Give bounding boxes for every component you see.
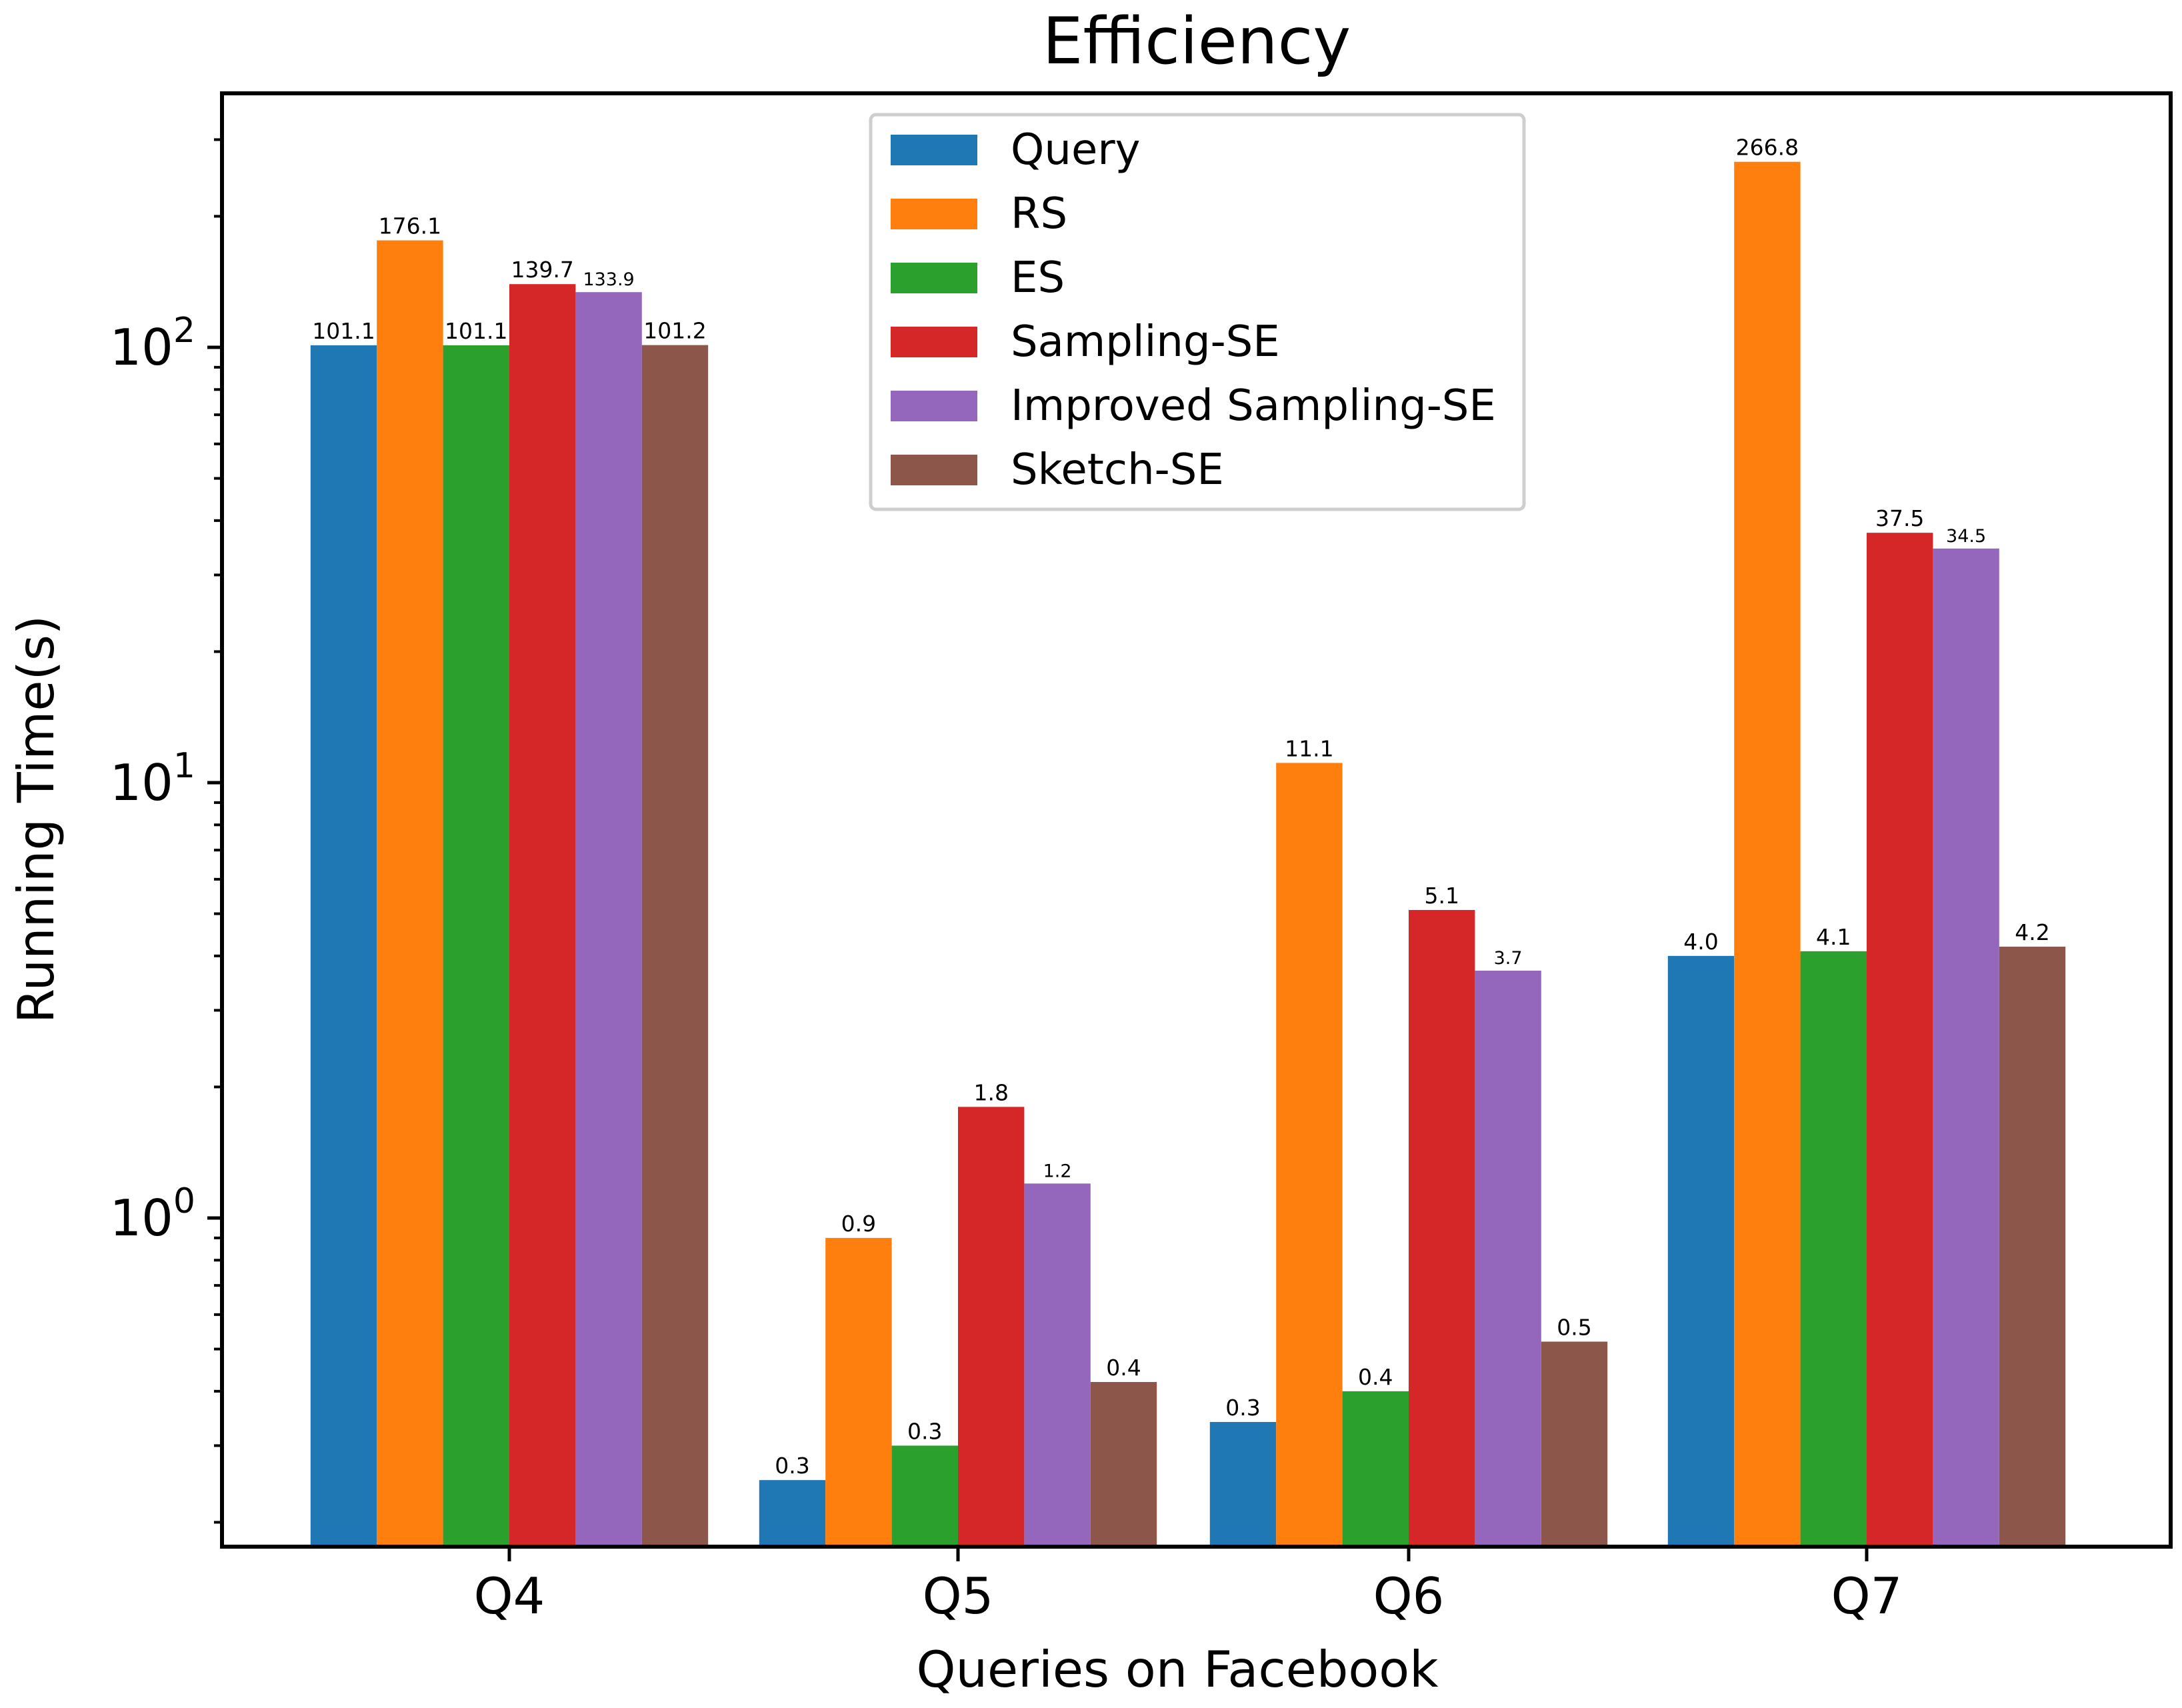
y-axis: 100 101 102: [109, 138, 222, 1524]
bar-value-label: 37.5: [1875, 505, 1924, 531]
bar-sampling-se-q5: [958, 1107, 1025, 1547]
x-tick-label: Q6: [1373, 1567, 1445, 1625]
legend-swatch: [891, 199, 977, 229]
bar-query-q5: [759, 1480, 826, 1547]
x-axis: Q4 Q5 Q6 Q7: [474, 1547, 1903, 1625]
bar-es-q4: [443, 345, 509, 1547]
bar-value-label: 4.2: [2015, 919, 2049, 945]
legend-entry: Query: [1011, 125, 1141, 175]
bar-value-label: 101.1: [445, 318, 507, 344]
bar-value-label: 139.7: [511, 257, 573, 283]
bar-sketch-se-q4: [641, 345, 709, 1547]
bar-value-label: 0.4: [1106, 1355, 1141, 1381]
legend-entry: Sketch-SE: [1011, 445, 1224, 495]
bar-rs-q6: [1276, 763, 1343, 1547]
legend-swatch: [891, 327, 977, 357]
bar-query-q4: [310, 345, 377, 1547]
legend-swatch: [891, 455, 977, 485]
bar-sampling-se-q6: [1409, 909, 1475, 1547]
bar-value-label: 5.1: [1424, 883, 1459, 909]
bar-sketch-se-q5: [1090, 1382, 1157, 1547]
bar-value-label: 101.1: [312, 318, 375, 344]
plot-frame: [220, 91, 2173, 1549]
bar-value-label: 34.5: [1946, 526, 1986, 547]
legend-entry: RS: [1011, 189, 1067, 239]
bar-rs-q4: [377, 240, 443, 1547]
x-tick-label: Q4: [474, 1567, 545, 1625]
bar-value-label: 133.9: [583, 269, 634, 290]
bar-value-label: 3.7: [1494, 948, 1523, 969]
x-tick-label: Q7: [1831, 1567, 1903, 1625]
bar-value-label: 266.8: [1736, 135, 1799, 161]
legend-box: [869, 113, 1526, 511]
bar-sampling-se-q4: [509, 284, 576, 1547]
x-axis-label: Queries on Facebook: [916, 1640, 1439, 1699]
y-tick-label: 100: [109, 1181, 195, 1247]
bar-es-q5: [891, 1445, 958, 1547]
legend-swatch: [891, 135, 977, 165]
legend: Query RS ES Sampling-SE Improved Sampling-SE…: [869, 113, 1526, 511]
bar-value-label: 0.3: [775, 1453, 809, 1479]
bar-value-label: 1.8: [973, 1079, 1008, 1105]
bar-rs-q7: [1734, 161, 1801, 1547]
bar-sampling-se-q7: [1867, 533, 1933, 1547]
bar-es-q7: [1800, 951, 1867, 1547]
bar-value-label: 0.4: [1358, 1364, 1393, 1390]
bars-group: [310, 161, 2066, 1547]
bar-es-q6: [1342, 1391, 1409, 1547]
bar-improved-sampling-se-q7: [1933, 548, 1999, 1547]
x-tick-label: Q5: [923, 1567, 994, 1625]
bar-value-label: 0.5: [1557, 1314, 1591, 1340]
legend-swatch: [891, 391, 977, 421]
legend-entry: Improved Sampling-SE: [1011, 381, 1496, 431]
legend-swatch: [891, 263, 977, 293]
bar-rs-q5: [825, 1237, 892, 1547]
bar-value-label: 11.1: [1285, 735, 1333, 761]
legend-entry: Sampling-SE: [1011, 317, 1280, 367]
bar-query-q6: [1209, 1421, 1277, 1547]
bar-value-label: 4.1: [1816, 924, 1851, 950]
bar-value-label: 1.2: [1043, 1161, 1072, 1181]
bar-sketch-se-q6: [1541, 1341, 1608, 1547]
bar-improved-sampling-se-q5: [1024, 1183, 1091, 1547]
bar-query-q7: [1667, 955, 1735, 1547]
bar-sketch-se-q7: [1999, 947, 2066, 1547]
bar-value-label: 4.0: [1683, 929, 1718, 955]
bar-value-label: 176.1: [379, 213, 441, 239]
bar-value-label: 101.2: [643, 318, 706, 344]
y-tick-label: 101: [109, 746, 195, 812]
legend-entry: ES: [1011, 253, 1065, 303]
bar-value-label: 0.3: [1225, 1395, 1260, 1421]
bar-labels-group: 101.1 0.3 0.3 4.0 176.1 0.9 11.1 266.8 101.1 0.3 0…: [312, 135, 2049, 1479]
bar-improved-sampling-se-q4: [575, 292, 642, 1547]
bar-value-label: 0.9: [841, 1211, 876, 1237]
y-axis-label: Running Time(s): [7, 615, 65, 1023]
y-tick-label: 102: [109, 311, 195, 377]
bar-improved-sampling-se-q6: [1475, 970, 1541, 1547]
chart-title: Efficiency: [1043, 4, 1351, 79]
bar-value-label: 0.3: [907, 1418, 942, 1444]
